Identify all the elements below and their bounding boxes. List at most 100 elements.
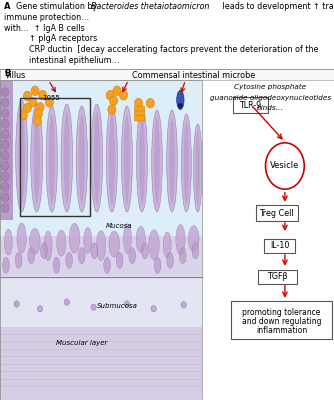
Ellipse shape	[53, 257, 60, 273]
Ellipse shape	[142, 243, 148, 259]
Ellipse shape	[139, 116, 145, 204]
Ellipse shape	[18, 108, 25, 204]
Circle shape	[1, 162, 9, 170]
Circle shape	[34, 109, 42, 118]
Text: TLR-9: TLR-9	[239, 101, 262, 110]
Ellipse shape	[178, 103, 183, 108]
Circle shape	[181, 302, 186, 308]
Text: Bacteroides thetaiotaomicron: Bacteroides thetaiotaomicron	[91, 2, 210, 11]
Ellipse shape	[84, 227, 92, 253]
Bar	[0, 80, 202, 400]
Circle shape	[1, 151, 9, 160]
Ellipse shape	[16, 100, 28, 212]
Text: Submucosa: Submucosa	[97, 303, 137, 309]
Ellipse shape	[184, 121, 189, 205]
Bar	[0, 327, 202, 400]
Text: leads to development ↑ transport ↑: leads to development ↑ transport ↑	[220, 2, 334, 11]
FancyBboxPatch shape	[135, 111, 145, 116]
Circle shape	[37, 306, 43, 312]
Ellipse shape	[69, 223, 80, 253]
Text: ↑ pIgA receptors: ↑ pIgA receptors	[4, 34, 97, 43]
Circle shape	[23, 91, 31, 101]
Ellipse shape	[167, 110, 177, 212]
Bar	[0, 236, 202, 276]
Circle shape	[23, 103, 31, 113]
Ellipse shape	[109, 114, 115, 204]
Ellipse shape	[169, 118, 175, 204]
Ellipse shape	[167, 252, 173, 268]
Ellipse shape	[40, 243, 47, 259]
FancyBboxPatch shape	[233, 97, 268, 113]
Ellipse shape	[109, 231, 120, 257]
Ellipse shape	[192, 243, 199, 259]
Circle shape	[33, 116, 41, 126]
Text: Muscular layer: Muscular layer	[56, 340, 108, 346]
Ellipse shape	[96, 230, 106, 260]
Ellipse shape	[154, 257, 161, 273]
Ellipse shape	[122, 106, 133, 212]
Circle shape	[135, 98, 143, 108]
Ellipse shape	[31, 104, 43, 212]
Ellipse shape	[66, 252, 72, 268]
Text: Vesicle: Vesicle	[270, 162, 300, 170]
Circle shape	[108, 105, 116, 114]
Ellipse shape	[29, 228, 40, 254]
Text: promoting tolerance: promoting tolerance	[242, 308, 321, 317]
FancyBboxPatch shape	[258, 270, 297, 284]
Text: IL-10: IL-10	[270, 242, 289, 250]
Text: 1055: 1055	[42, 95, 59, 101]
Ellipse shape	[177, 90, 184, 110]
Ellipse shape	[33, 112, 40, 204]
Ellipse shape	[63, 112, 70, 204]
Circle shape	[64, 299, 69, 305]
Ellipse shape	[193, 124, 202, 212]
Ellipse shape	[116, 252, 123, 268]
FancyBboxPatch shape	[135, 116, 145, 121]
Circle shape	[110, 96, 118, 106]
Text: Cytosine phosphate: Cytosine phosphate	[234, 84, 307, 90]
Ellipse shape	[106, 106, 118, 212]
Text: Villus: Villus	[5, 71, 26, 80]
Text: Commensal intestinal microbe: Commensal intestinal microbe	[132, 71, 255, 80]
Circle shape	[36, 102, 44, 112]
Text: binds…: binds…	[257, 105, 284, 111]
Text: immune protection…: immune protection…	[4, 13, 89, 22]
Text: B: B	[4, 69, 10, 78]
Ellipse shape	[149, 230, 159, 260]
Ellipse shape	[179, 248, 186, 264]
Bar	[20, 98, 90, 216]
Ellipse shape	[152, 110, 162, 212]
Ellipse shape	[124, 114, 130, 204]
Circle shape	[14, 301, 19, 307]
Ellipse shape	[4, 120, 9, 204]
FancyBboxPatch shape	[135, 106, 145, 111]
Circle shape	[45, 98, 53, 107]
Ellipse shape	[76, 106, 88, 212]
Circle shape	[31, 86, 39, 96]
Ellipse shape	[78, 248, 85, 264]
Text: Mucosa: Mucosa	[105, 223, 132, 229]
Ellipse shape	[61, 104, 73, 212]
Bar	[0, 80, 202, 400]
Ellipse shape	[176, 224, 185, 254]
Ellipse shape	[137, 108, 148, 212]
Ellipse shape	[91, 104, 103, 212]
Text: and down regulating: and down regulating	[241, 317, 321, 326]
Ellipse shape	[79, 114, 85, 204]
Circle shape	[1, 193, 9, 202]
Circle shape	[1, 98, 9, 107]
Circle shape	[1, 172, 9, 181]
Bar	[0, 69, 334, 80]
Ellipse shape	[154, 118, 160, 204]
Ellipse shape	[17, 223, 26, 253]
Circle shape	[1, 119, 9, 128]
Text: intestinal epithelium…: intestinal epithelium…	[4, 56, 120, 65]
Text: Treg Cell: Treg Cell	[259, 209, 294, 218]
Ellipse shape	[104, 257, 110, 273]
Circle shape	[91, 304, 96, 310]
Circle shape	[1, 109, 9, 118]
Ellipse shape	[49, 114, 55, 204]
Ellipse shape	[188, 226, 199, 252]
Ellipse shape	[4, 229, 12, 255]
Circle shape	[151, 306, 156, 312]
